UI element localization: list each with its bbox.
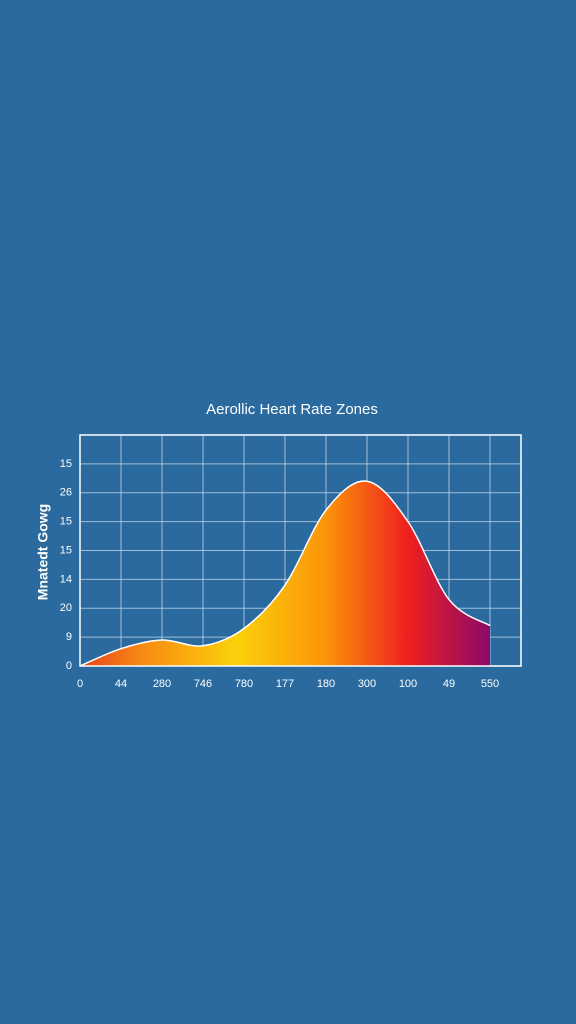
x-tick-label: 180 [317,678,335,690]
y-tick-label: 9 [66,631,72,643]
x-tick-label: 746 [194,678,212,690]
y-tick-label: 20 [60,602,72,614]
y-axis-label: Mnatedt Gowg [35,504,51,600]
area-outline [79,480,491,667]
x-tick-label: 49 [443,678,455,690]
x-tick-label: 550 [481,678,499,690]
x-tick-label: 300 [358,678,376,690]
x-tick-label: 44 [115,678,127,690]
y-tick-label: 14 [60,573,72,585]
plot-frame [79,434,522,667]
x-tick-label: 780 [235,678,253,690]
chart-title: Aerollic Heart Rate Zones [206,401,378,418]
area [80,481,490,666]
x-tick-label: 0 [77,678,83,690]
y-tick-label: 15 [60,458,72,470]
y-tick-label: 15 [60,544,72,556]
x-tick-label: 100 [399,678,417,690]
y-tick-label: 15 [60,516,72,528]
y-tick-label: 0 [66,660,72,672]
x-tick-label: 280 [153,678,171,690]
y-tick-label: 26 [60,487,72,499]
x-tick-label: 177 [276,678,294,690]
